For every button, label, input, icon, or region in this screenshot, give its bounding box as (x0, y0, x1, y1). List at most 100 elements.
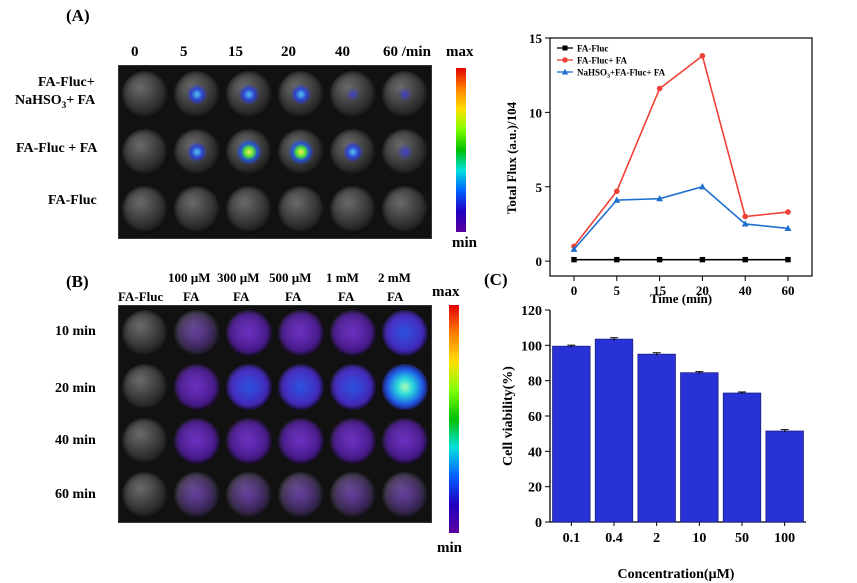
well-plate-image-b (118, 305, 432, 523)
legend-marker (562, 45, 568, 51)
well (121, 128, 169, 176)
bar (552, 345, 591, 523)
data-point (699, 53, 706, 59)
well (173, 417, 221, 465)
y-tick-label: 0 (536, 254, 543, 269)
well (121, 71, 169, 119)
row-label: 40 min (55, 433, 96, 448)
legend-entry: NaHSO3+FA-Fluc+ FA (557, 68, 666, 80)
well (329, 309, 377, 357)
well (121, 363, 169, 411)
colorbar-b-min-label: min (437, 540, 463, 556)
legend-entry: FA-Fluc (557, 44, 608, 54)
well (329, 363, 377, 411)
y-tick-label: 0 (535, 516, 542, 531)
data-point (656, 256, 663, 263)
well (173, 471, 221, 519)
data-point (656, 195, 663, 202)
colorbar-a-max-label: max (446, 44, 474, 60)
panel-c-label: (C) (484, 270, 508, 289)
well (225, 128, 273, 176)
col-header-line2: FA (183, 289, 200, 304)
legend-text: FA-Fluc+ FA (577, 56, 628, 66)
well (173, 128, 221, 176)
col-header-line2: FA (387, 289, 404, 304)
well (225, 309, 273, 357)
x-tick-label: 0.1 (563, 531, 581, 546)
colorbar-a-min-label: min (452, 235, 478, 251)
data-point (742, 256, 748, 263)
row-label: 10 min (55, 324, 96, 339)
data-point (742, 213, 748, 220)
time-label: 60 /min (383, 44, 431, 60)
series-line (573, 54, 789, 247)
well (329, 71, 377, 119)
well (277, 71, 325, 119)
y-tick-label: 100 (521, 339, 542, 354)
legend-marker (561, 68, 569, 75)
bar (765, 430, 804, 523)
data-point (784, 224, 792, 231)
well (277, 185, 325, 233)
y-tick-label: 5 (536, 180, 543, 195)
well-plate-image-a (118, 65, 432, 239)
well (381, 185, 429, 233)
colorbar-b (449, 305, 459, 533)
x-tick-label: 2 (653, 531, 660, 546)
bar (680, 372, 719, 523)
row-label-fa-fluc-fa: FA-Fluc + FA (16, 141, 98, 156)
well (381, 309, 429, 357)
well (277, 417, 325, 465)
well (225, 417, 273, 465)
well (277, 128, 325, 176)
row-label-nahso3-line2: NaHSO3+ FA (15, 93, 96, 110)
x-tick-label: 60 (782, 283, 795, 298)
col-header-line2: FA-Fluc (118, 289, 164, 304)
col-header-line1: 1 mM (326, 270, 359, 285)
col-header-line1: 500 µM (269, 270, 312, 285)
x-tick-label: 40 (739, 283, 752, 298)
y-tick-label: 20 (528, 481, 542, 496)
col-header-line2: FA (338, 289, 355, 304)
row-label-fa-fluc: FA-Fluc (48, 193, 97, 208)
well (225, 471, 273, 519)
well (173, 71, 221, 119)
x-tick-label: 0.4 (605, 531, 623, 546)
legend-marker (562, 57, 568, 63)
legend-text: FA-Fluc (577, 44, 608, 54)
data-point (614, 188, 620, 195)
bar (637, 353, 676, 523)
well (277, 471, 325, 519)
well (381, 363, 429, 411)
y-tick-label: 15 (529, 31, 543, 46)
row-label-nahso3-line1: FA-Fluc+ (38, 75, 95, 90)
x-tick-label: 15 (653, 283, 667, 298)
well (225, 185, 273, 233)
y-axis-label: Total Flux (a.u.)/104 (504, 101, 519, 214)
data-point (741, 220, 749, 227)
well (173, 309, 221, 357)
plot-frame (549, 37, 813, 277)
well (381, 128, 429, 176)
row-label: 60 min (55, 487, 96, 502)
well (277, 363, 325, 411)
legend: FA-Fluc FA-Fluc+ FA NaHSO3+FA-Fluc+ FA (557, 44, 666, 80)
x-tick-label: 5 (614, 283, 621, 298)
well (121, 185, 169, 233)
time-label: 20 (281, 44, 296, 60)
time-label: 5 (180, 44, 188, 60)
data-point (570, 245, 578, 252)
col-header-line1: 300 µM (217, 270, 260, 285)
well (381, 71, 429, 119)
well (173, 185, 221, 233)
y-tick-label: 10 (529, 105, 542, 120)
col-header-line2: FA (233, 289, 250, 304)
colorbar-b-max-label: max (432, 284, 460, 300)
series-line (573, 185, 789, 250)
time-label: 15 (228, 44, 243, 60)
legend-text: NaHSO3+FA-Fluc+ FA (577, 68, 666, 80)
well (381, 471, 429, 519)
data-point (785, 209, 791, 215)
data-point (613, 196, 621, 203)
time-label: 0 (131, 44, 139, 60)
